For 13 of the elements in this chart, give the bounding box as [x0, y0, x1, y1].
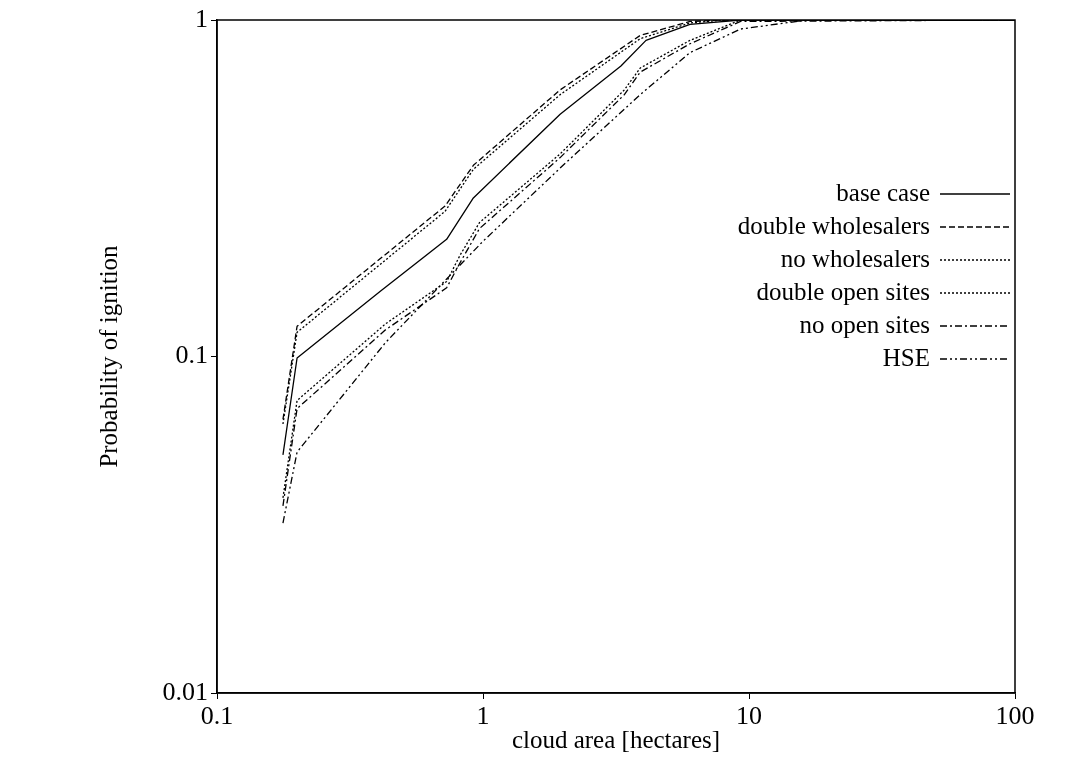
legend-label: no wholesalers: [780, 244, 930, 272]
legend-label: double wholesalers: [737, 211, 930, 239]
x-tick-label: 10: [736, 701, 762, 731]
legend-label: no open sites: [799, 310, 930, 338]
x-tick-label: 1: [476, 701, 490, 731]
legend-label: HSE: [882, 343, 930, 371]
y-tick-label: 1: [195, 3, 208, 33]
y-tick-label: 0.1: [175, 340, 208, 370]
x-axis-title: cloud area [hectares]: [511, 725, 721, 753]
legend-label: double open sites: [756, 277, 930, 305]
y-axis-title: Probability of ignition: [94, 244, 122, 468]
legend-label: base case: [836, 178, 930, 206]
x-tick-label: 100: [995, 701, 1035, 731]
